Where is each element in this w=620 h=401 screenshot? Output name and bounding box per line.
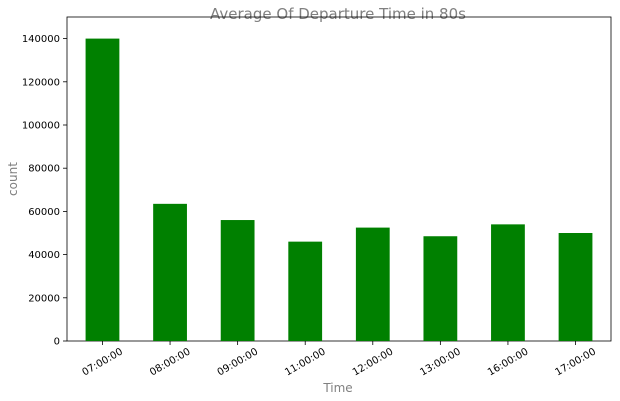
x-tick-label: 13:00:00 [418, 346, 462, 378]
x-axis-label: Time [322, 381, 352, 395]
y-tick-label: 120000 [22, 77, 60, 88]
x-tick-label: 12:00:00 [351, 346, 395, 378]
y-tick-label: 100000 [22, 121, 60, 132]
y-tick-label: 0 [54, 337, 60, 348]
y-axis-label: count [6, 162, 20, 196]
bar-12-00-00 [355, 227, 390, 341]
x-tick-label: 07:00:00 [81, 346, 125, 378]
bar-11-00-00 [288, 241, 323, 341]
bar-17-00-00 [558, 233, 593, 341]
bar-07-00-00 [85, 38, 120, 341]
chart-title: Average Of Departure Time in 80s [210, 5, 466, 23]
bars-group [85, 38, 593, 341]
y-tick-label: 80000 [28, 164, 60, 175]
bar-08-00-00 [153, 203, 187, 341]
bar-13-00-00 [423, 236, 458, 341]
y-tick-label: 20000 [28, 293, 60, 304]
bar-09-00-00 [220, 220, 255, 341]
plot-area [66, 16, 612, 342]
x-tick-label: 08:00:00 [148, 346, 192, 378]
x-tick-label: 11:00:00 [283, 346, 327, 378]
bar-16-00-00 [491, 224, 525, 341]
x-tick-label: 17:00:00 [554, 346, 598, 378]
x-tick-label: 09:00:00 [216, 346, 260, 378]
y-tick-label: 60000 [28, 207, 60, 218]
y-tick-label: 40000 [28, 250, 60, 261]
x-tick-label: 16:00:00 [486, 346, 530, 378]
y-tick-label: 140000 [22, 34, 60, 45]
x-axis: 07:00:00 08:00:00 09:00:00 11:00:00 12:00:00… [81, 341, 598, 378]
y-axis: 0 20000 40000 60000 80000 100000 120000 140000 [22, 34, 67, 348]
